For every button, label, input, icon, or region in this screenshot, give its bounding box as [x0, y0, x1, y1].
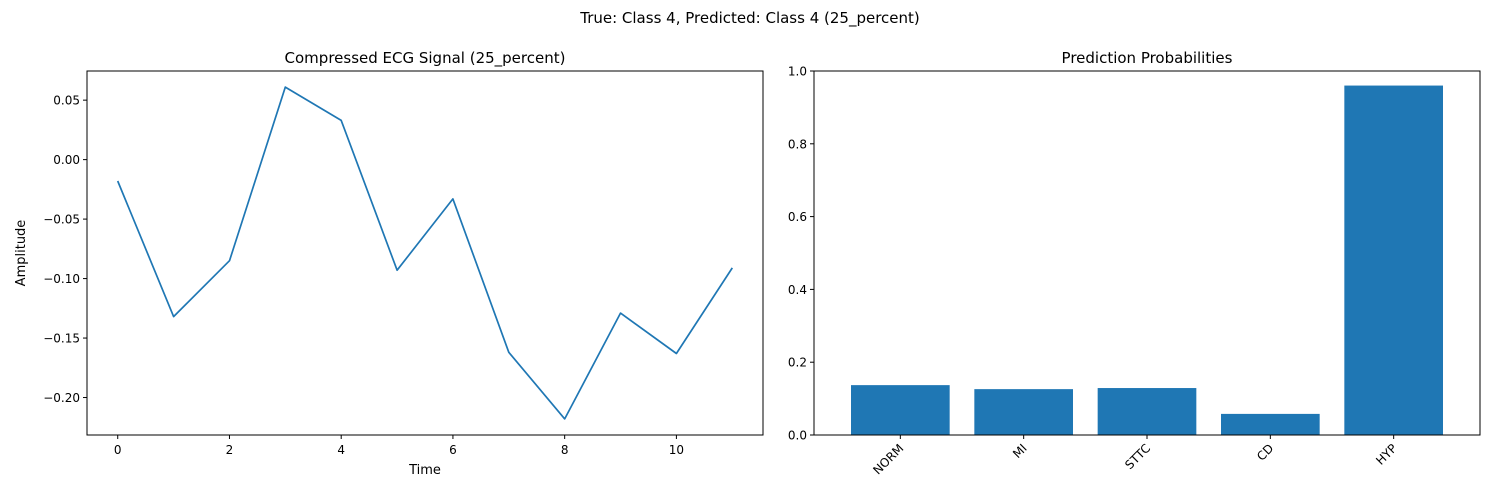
x-tick-label: 2: [226, 443, 234, 457]
line-chart-x-ticks: 0 2 4 6 8 10: [114, 435, 684, 457]
x-tick-label-cd: CD: [1254, 441, 1276, 463]
x-tick-label-mi: MI: [1010, 441, 1030, 461]
y-tick-label: 0.8: [788, 137, 807, 151]
line-chart-title: Compressed ECG Signal (25_percent): [285, 49, 566, 68]
x-tick-label-norm: NORM: [870, 441, 906, 477]
y-tick-label: 0.05: [53, 94, 80, 108]
x-tick-label: 0: [114, 443, 122, 457]
x-tick-label: 6: [449, 443, 457, 457]
figure-title: True: Class 4, Predicted: Class 4 (25_pe…: [579, 9, 920, 28]
x-tick-label: 10: [669, 443, 684, 457]
y-tick-label: 0.0: [788, 429, 807, 443]
line-chart-axes-frame: [86, 70, 764, 436]
y-tick-label: −0.20: [43, 391, 80, 405]
line-series-amplitude: [116, 86, 734, 420]
bar-chart-bars: [851, 85, 1443, 435]
bar-mi: [974, 389, 1073, 435]
y-tick-label: 0.6: [788, 210, 807, 224]
y-tick-label: 0.00: [53, 153, 80, 167]
bar-chart-x-ticks: NORM MI STTC CD HYP: [870, 435, 1400, 477]
bar-sttc: [1097, 388, 1197, 435]
y-tick-label: −0.15: [43, 332, 80, 346]
y-tick-label: 0.2: [788, 356, 807, 370]
bar-chart-title: Prediction Probabilities: [1062, 49, 1233, 67]
bar-hyp: [1344, 85, 1443, 435]
line-chart-panel: Compressed ECG Signal (25_percent) Time …: [14, 49, 764, 478]
y-tick-label: −0.10: [43, 272, 80, 286]
line-chart-xlabel: Time: [408, 463, 441, 478]
line-chart-y-ticks: −0.20 −0.15 −0.10 −0.05 0.00 0.05: [43, 94, 87, 405]
y-tick-label: 1.0: [788, 65, 807, 79]
bar-cd: [1221, 413, 1320, 435]
x-tick-label: 8: [561, 443, 569, 457]
x-tick-label-hyp: HYP: [1373, 441, 1400, 468]
y-tick-label: −0.05: [43, 213, 80, 227]
x-tick-label: 4: [337, 443, 345, 457]
bar-chart-y-ticks: 0.0 0.2 0.4 0.6 0.8 1.0: [788, 65, 814, 443]
bar-norm: [851, 385, 950, 435]
bar-chart-axes-frame: [813, 70, 1481, 436]
bar-chart-panel: Prediction Probabilities 0.0 0.2 0.4 0.6 0.8…: [788, 49, 1481, 477]
x-tick-label-sttc: STTC: [1122, 441, 1153, 472]
line-chart-ylabel: Amplitude: [14, 220, 29, 287]
y-tick-label: 0.4: [788, 283, 807, 297]
